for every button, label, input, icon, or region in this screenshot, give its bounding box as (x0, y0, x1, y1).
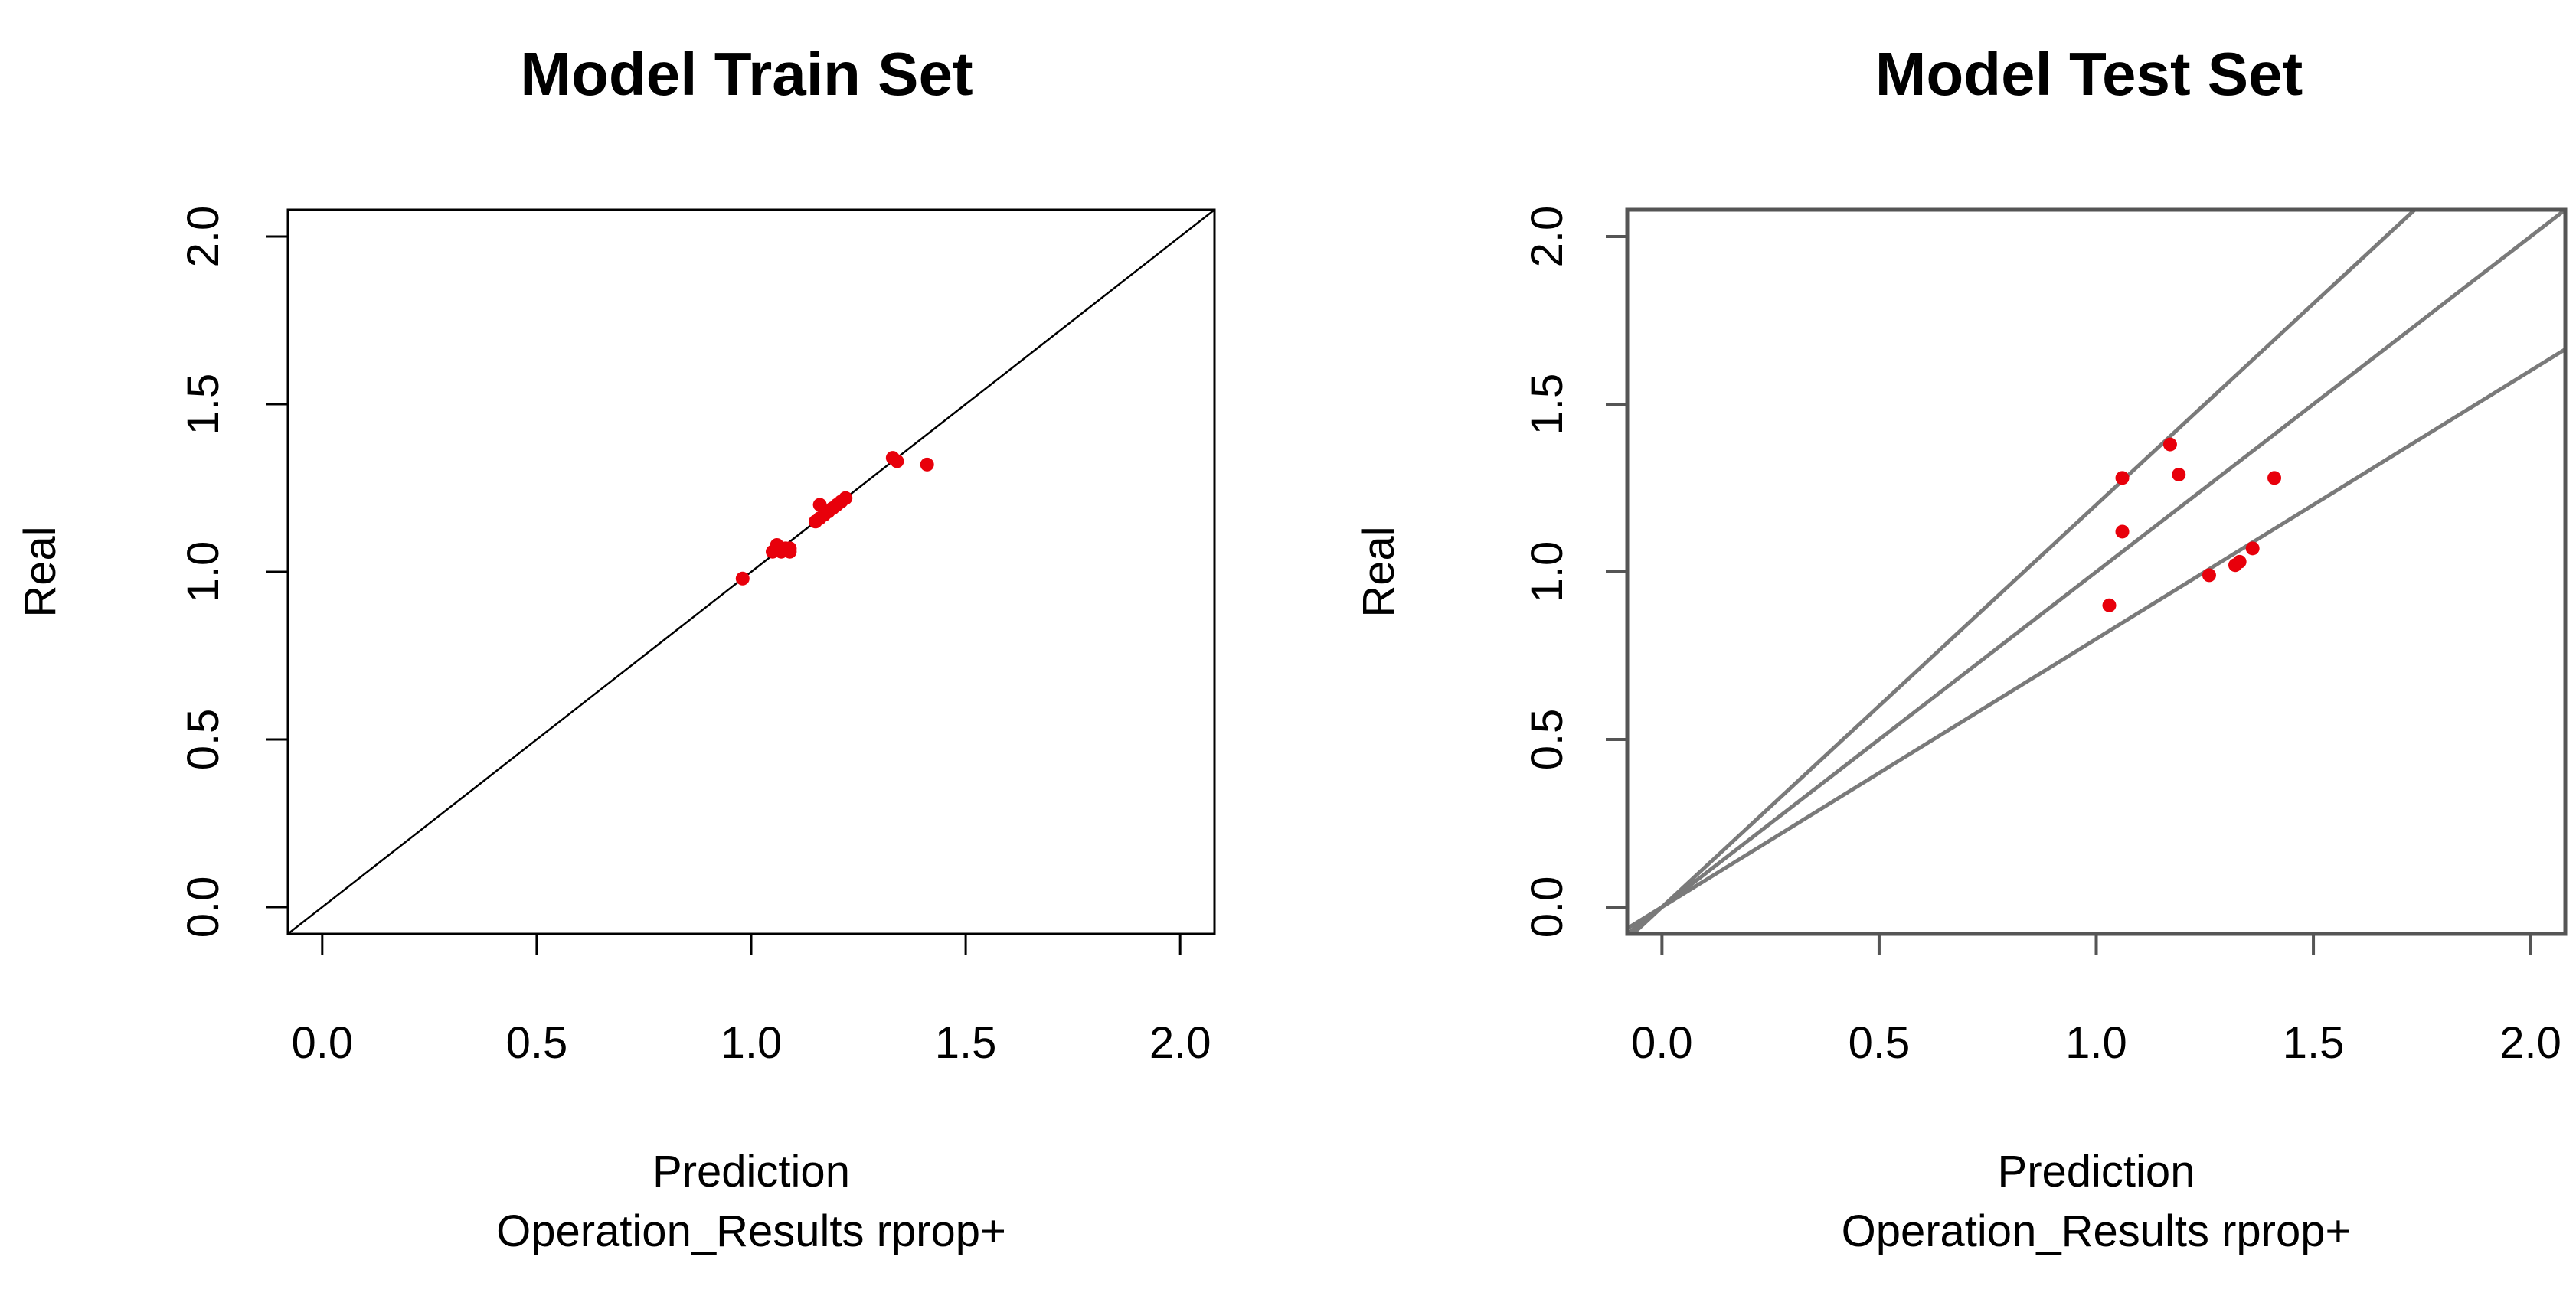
train-y-tick-label: 1.5 (178, 374, 228, 436)
test-y-tick-label: 0.0 (1522, 876, 1572, 938)
train-set-chart: Model Train Set 0.0 0.5 1.0 1.5 2.0 0.0 0.5 1.0 1… (15, 40, 1216, 1256)
test-y-tick-label: 1.0 (1522, 541, 1572, 603)
test-chart-title: Model Test Set (1875, 40, 2303, 108)
test-data-point (2172, 467, 2186, 481)
test-y-tick-label: 2.0 (1522, 206, 1572, 268)
test-reference-line-1 (1627, 210, 2565, 934)
train-x-tick-label: 1.5 (935, 1018, 997, 1068)
test-x-tick-label: 0.0 (1631, 1018, 1693, 1068)
train-data-point (735, 571, 750, 586)
test-y-tick-label: 0.5 (1522, 709, 1572, 771)
train-x-tick-label: 2.0 (1149, 1018, 1211, 1068)
test-x-tick-label: 2.0 (2499, 1018, 2561, 1068)
train-y-tick-label: 2.0 (178, 206, 228, 268)
train-y-tick-label: 0.0 (178, 876, 228, 938)
test-x-axis-sublabel: Operation_Results rprop+ (1842, 1206, 2352, 1256)
test-data-point (2115, 524, 2130, 539)
test-x-tick-label: 0.5 (1849, 1018, 1911, 1068)
test-data-point (2245, 541, 2260, 556)
test-x-axis-label: Prediction (1998, 1147, 2195, 1196)
test-y-axis-label: Real (1354, 526, 1404, 617)
train-x-tick-label: 1.0 (721, 1018, 783, 1068)
test-data-point (2115, 471, 2130, 485)
train-data-point (890, 454, 904, 468)
test-y-tick-label: 1.5 (1522, 374, 1572, 436)
train-y-tick-label: 0.5 (178, 709, 228, 771)
test-reference-line-0 (1630, 210, 2418, 934)
test-x-tick-label: 1.0 (2065, 1018, 2127, 1068)
train-x-tick-label: 0.0 (291, 1018, 353, 1068)
train-y-tick-label: 1.0 (178, 541, 228, 603)
test-data-point (2232, 554, 2247, 569)
train-reference-line-0 (288, 210, 1214, 934)
test-data-point (2267, 471, 2282, 485)
test-data-point (2162, 437, 2177, 452)
train-data-point (839, 491, 853, 505)
train-x-axis-sublabel: Operation_Results rprop+ (496, 1206, 1006, 1256)
train-data-point (783, 541, 797, 556)
test-set-chart: Model Test Set 0.0 0.5 1.0 1.5 2.0 0.0 0.5 1.0 1.… (1354, 40, 2568, 1256)
test-data-point (2102, 598, 2117, 612)
train-data-point (920, 457, 934, 472)
test-x-tick-label: 1.5 (2283, 1018, 2345, 1068)
train-chart-title: Model Train Set (520, 40, 973, 108)
train-x-tick-label: 0.5 (506, 1018, 568, 1068)
test-data-point (2202, 568, 2216, 583)
train-y-axis-label: Real (15, 526, 65, 617)
test-reference-line-2 (1627, 348, 2565, 931)
train-x-axis-label: Prediction (652, 1147, 850, 1196)
